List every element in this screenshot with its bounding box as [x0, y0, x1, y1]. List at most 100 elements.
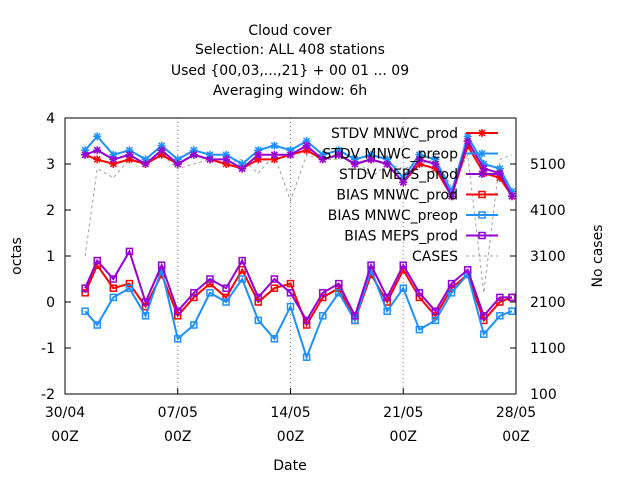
- y-tick-label: -1: [41, 341, 55, 357]
- data-point: [270, 284, 279, 292]
- legend-label: STDV MNWC_preop: [322, 147, 458, 163]
- data-point: [93, 256, 101, 265]
- data-point: [496, 293, 504, 302]
- data-point: [335, 289, 343, 297]
- data-point: [157, 141, 166, 150]
- data-point: [447, 187, 456, 196]
- title-line-3: Used {00,03,...,21} + 00 01 ... 09: [171, 63, 409, 79]
- data-point: [463, 137, 472, 145]
- data-point: [415, 155, 424, 164]
- data-point: [141, 160, 150, 168]
- x-tick-label-hour: 00Z: [51, 429, 78, 445]
- data-point: [109, 293, 118, 302]
- data-point: [109, 155, 118, 164]
- y-axis-label: octas: [9, 237, 25, 275]
- x-tick-label-hour: 00Z: [502, 429, 529, 445]
- data-point: [254, 155, 263, 164]
- data-point: [222, 150, 231, 159]
- data-point: [174, 307, 182, 315]
- data-point: [189, 146, 198, 155]
- data-point: [81, 146, 90, 155]
- data-point: [222, 284, 230, 292]
- data-point: [495, 164, 504, 173]
- data-point: [109, 284, 118, 292]
- data-point: [463, 132, 472, 141]
- data-point: [383, 155, 392, 164]
- data-point: [318, 312, 327, 320]
- data-point: [206, 275, 214, 283]
- y-tick-label: 3: [46, 157, 55, 173]
- data-point: [141, 298, 150, 306]
- data-point: [350, 160, 359, 168]
- data-point: [190, 321, 198, 329]
- data-point: [157, 150, 166, 159]
- data-point: [222, 155, 231, 164]
- data-point: [173, 155, 182, 164]
- data-point: [222, 298, 230, 306]
- data-point: [447, 192, 456, 201]
- legend-label: STDV MEPS_prod: [339, 167, 458, 183]
- x-tick-label-date: 07/05: [158, 405, 198, 421]
- data-point: [479, 164, 488, 173]
- data-point: [238, 256, 246, 265]
- data-point: [125, 247, 134, 256]
- data-point: [367, 155, 376, 164]
- data-point: [270, 275, 279, 283]
- data-point: [367, 261, 375, 269]
- data-point: [189, 150, 198, 159]
- data-point: [125, 150, 134, 159]
- data-point: [350, 155, 359, 164]
- data-point: [109, 275, 118, 283]
- title-line-2: Selection: ALL 408 stations: [195, 42, 385, 58]
- series-line: [84, 143, 513, 199]
- legend-label: STDV MNWC_prod: [331, 126, 458, 142]
- data-point: [318, 155, 327, 164]
- x-axis: 30/04 00Z 07/05 00Z 14/05 00Z 21/05 00Z 28/05 00Z: [45, 388, 536, 445]
- legend-swatch-marker: [478, 231, 486, 240]
- y-tick-label: 0: [46, 295, 55, 311]
- data-point: [415, 150, 424, 159]
- data-point: [463, 141, 472, 150]
- x-tick-label-date: 21/05: [383, 405, 423, 421]
- data-point: [238, 275, 246, 283]
- data-point: [480, 330, 488, 338]
- y2-tick-label: 100: [530, 387, 557, 403]
- series-line: [84, 266, 513, 361]
- data-point: [174, 312, 182, 320]
- data-point: [495, 169, 504, 178]
- data-point: [205, 150, 214, 159]
- data-point: [286, 146, 295, 155]
- y-tick-label: 4: [46, 111, 55, 127]
- data-point: [507, 187, 516, 196]
- y2-tick-label: 4100: [530, 203, 566, 219]
- data-point: [81, 289, 89, 297]
- y2-axis: 100 1100 2100 3100 4100 5100: [530, 157, 566, 403]
- data-point: [367, 150, 376, 159]
- data-point: [286, 302, 295, 311]
- x-axis-label: Date: [273, 458, 306, 474]
- data-point: [93, 321, 101, 329]
- legend-label: BIAS MEPS_prod: [344, 229, 458, 245]
- data-point: [302, 137, 311, 145]
- data-point: [157, 261, 166, 269]
- data-point: [334, 150, 343, 159]
- data-point: [479, 160, 488, 168]
- data-point: [157, 146, 166, 155]
- data-point: [415, 289, 424, 297]
- data-point: [302, 141, 311, 150]
- data-point: [109, 150, 118, 159]
- y2-tick-label: 1100: [530, 341, 566, 357]
- legend-swatch-marker: [478, 211, 486, 219]
- data-point: [125, 155, 134, 164]
- legend-label: BIAS MNWC_prod: [336, 188, 458, 204]
- data-point: [222, 160, 231, 168]
- data-point: [125, 284, 134, 292]
- title-line-1: Cloud cover: [248, 23, 332, 39]
- series-line: [84, 133, 513, 195]
- data-point: [431, 164, 440, 173]
- data-point: [81, 307, 89, 315]
- y2-tick-label: 3100: [530, 249, 566, 265]
- data-point: [93, 155, 102, 164]
- data-point: [495, 173, 504, 182]
